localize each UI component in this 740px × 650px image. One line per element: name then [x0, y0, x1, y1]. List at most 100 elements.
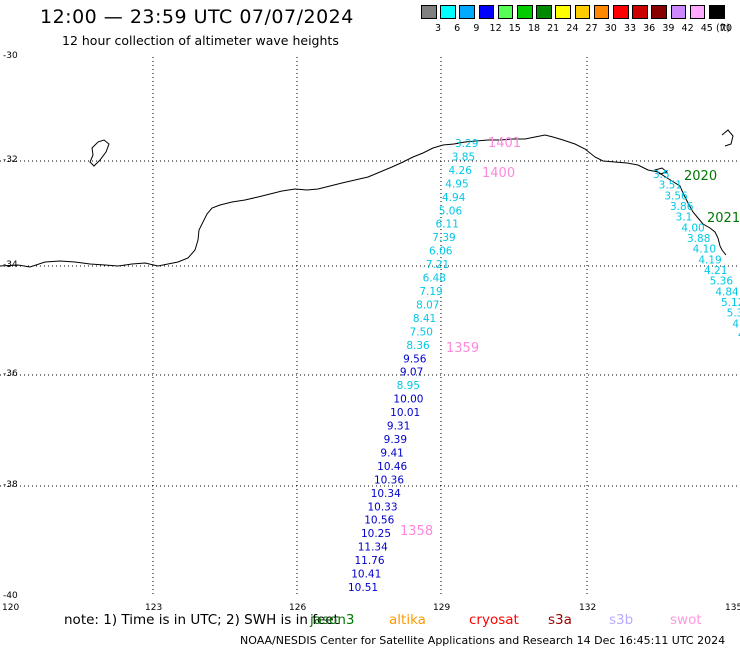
- scale-swatch: [632, 5, 648, 19]
- wave-height-value: 3.1: [676, 212, 693, 224]
- wave-height-value: 8.36: [406, 340, 430, 352]
- latitude-label: -34: [3, 260, 18, 270]
- australia-coastline: [0, 134, 727, 268]
- latitude-label: -30: [3, 51, 18, 61]
- wave-height-value: 4.19: [698, 254, 721, 266]
- scale-label: 9: [473, 23, 480, 34]
- wave-height-value: 7.19: [419, 286, 442, 298]
- pass-time-label: 2021: [707, 211, 740, 226]
- scale-label: 27: [585, 23, 598, 34]
- wave-height-value: 5.06: [439, 205, 463, 217]
- scale-label: 12: [489, 23, 502, 34]
- latitude-label: -38: [3, 480, 18, 490]
- legend-item-s3b: s3b: [609, 612, 634, 628]
- wave-height-value: 5.36: [710, 276, 734, 288]
- scale-swatch: [709, 5, 725, 19]
- scale-label: 6: [454, 23, 461, 34]
- wave-height-value: 4.95: [445, 178, 468, 190]
- scale-swatch: [497, 5, 514, 19]
- wave-height-value: 9.31: [387, 421, 410, 433]
- wave-height-value: 10.36: [374, 474, 404, 486]
- wave-height-value: 4.26: [449, 165, 473, 177]
- scale-swatch: [459, 5, 475, 19]
- scale-label: 33: [623, 23, 637, 34]
- latitude-label: -32: [3, 155, 18, 165]
- wave-height-value: 9.39: [384, 434, 407, 446]
- scale-swatch: [689, 5, 706, 19]
- legend-item-jason3: jason3: [310, 612, 355, 628]
- longitude-label: 123: [145, 603, 163, 613]
- pass-time-label: 1358: [400, 524, 433, 539]
- wave-height-value: 3.5: [653, 169, 670, 181]
- longitude-label: 135: [725, 603, 740, 613]
- scale-label: 45: [700, 23, 713, 34]
- longitude-label: 132: [579, 603, 597, 613]
- longitude-label: 120: [2, 603, 20, 613]
- scale-swatch: [555, 5, 571, 19]
- wave-height-value: 5.12: [721, 297, 740, 309]
- wave-height-value: 7.39: [432, 232, 455, 244]
- wave-height-value: 3.51: [659, 180, 682, 192]
- longitude-label: 129: [433, 603, 451, 613]
- pass-time-label: 1400: [482, 166, 515, 181]
- scale-label: 30: [604, 23, 617, 34]
- scale-swatch: [517, 5, 533, 19]
- wave-height-value: 10.34: [371, 488, 401, 500]
- wave-height-value: 4.00: [681, 222, 704, 234]
- wave-height-value: 9.56: [403, 353, 427, 365]
- scale-swatch: [670, 5, 687, 19]
- wave-height-value: 3.86: [670, 201, 694, 213]
- scale-label: 39: [662, 23, 675, 34]
- legend-item-swot: swot: [670, 612, 702, 628]
- wave-height-value: 6.48: [423, 273, 446, 285]
- scale-label: 70: [719, 23, 733, 34]
- wave-height-value: 3.56: [664, 190, 688, 202]
- wave-height-value: 3.85: [452, 151, 475, 163]
- scale-swatch: [536, 5, 552, 19]
- wave-height-value: 7.50: [410, 326, 433, 338]
- wave-height-value: 4.84: [715, 286, 739, 298]
- wave-height-value: 3.29: [455, 138, 478, 150]
- wave-height-value: 4.4: [732, 318, 740, 330]
- wave-height-value: 8.07: [416, 299, 439, 311]
- scale-label: 36: [643, 23, 656, 34]
- scale-label: 3: [434, 23, 442, 34]
- footer-note: note: 1) Time is in UTC; 2) SWH is in fe…: [64, 612, 339, 628]
- wave-height-value: 9.07: [400, 367, 423, 379]
- wave-height-value: 10.25: [361, 528, 391, 540]
- credit-line: NOAA/NESDIS Center for Satellite Applica…: [240, 634, 726, 647]
- wave-height-value: 11.34: [358, 542, 388, 554]
- scale-swatch: [613, 5, 629, 19]
- scale-swatch: [478, 5, 495, 19]
- legend-item-cryosat: cryosat: [469, 612, 519, 628]
- wave-height-value: 10.41: [351, 569, 381, 581]
- recherche-island: [89, 139, 110, 167]
- wave-height-value: 6.06: [429, 246, 453, 258]
- wave-height-value: 4.21: [704, 265, 727, 277]
- scale-label: 21: [547, 23, 560, 34]
- latitude-label: -40: [3, 591, 18, 601]
- wave-height-value: 10.33: [367, 501, 397, 513]
- wave-height-value: 9.41: [380, 447, 403, 459]
- scale-swatch: [574, 5, 591, 19]
- wave-height-value: 7.21: [426, 259, 449, 271]
- map-title: 12:00 — 23:59 UTC 07/07/2024: [40, 6, 354, 28]
- lat-lon-grid: [0, 57, 740, 597]
- wave-height-value: 3.88: [687, 233, 710, 245]
- scale-label: 42: [681, 23, 694, 34]
- legend-item-s3a: s3a: [548, 612, 572, 628]
- wave-height-value: 4.94: [442, 192, 466, 204]
- pass-time-label: 1401: [488, 136, 521, 151]
- scale-unit: (ft): [716, 23, 731, 34]
- wave-height-value: 10.01: [390, 407, 420, 419]
- wave-height-value: 10.56: [364, 515, 394, 527]
- map-subtitle: 12 hour collection of altimeter wave hei…: [62, 33, 339, 48]
- scale-swatch: [593, 5, 610, 19]
- wave-height-value: 6.11: [436, 219, 459, 231]
- scale-label: 15: [508, 23, 521, 34]
- pass-time-label: 2020: [684, 169, 717, 184]
- wave-height-value: 8.95: [397, 380, 420, 392]
- latitude-label: -36: [3, 369, 18, 379]
- wave-height-value: 4.10: [693, 244, 716, 256]
